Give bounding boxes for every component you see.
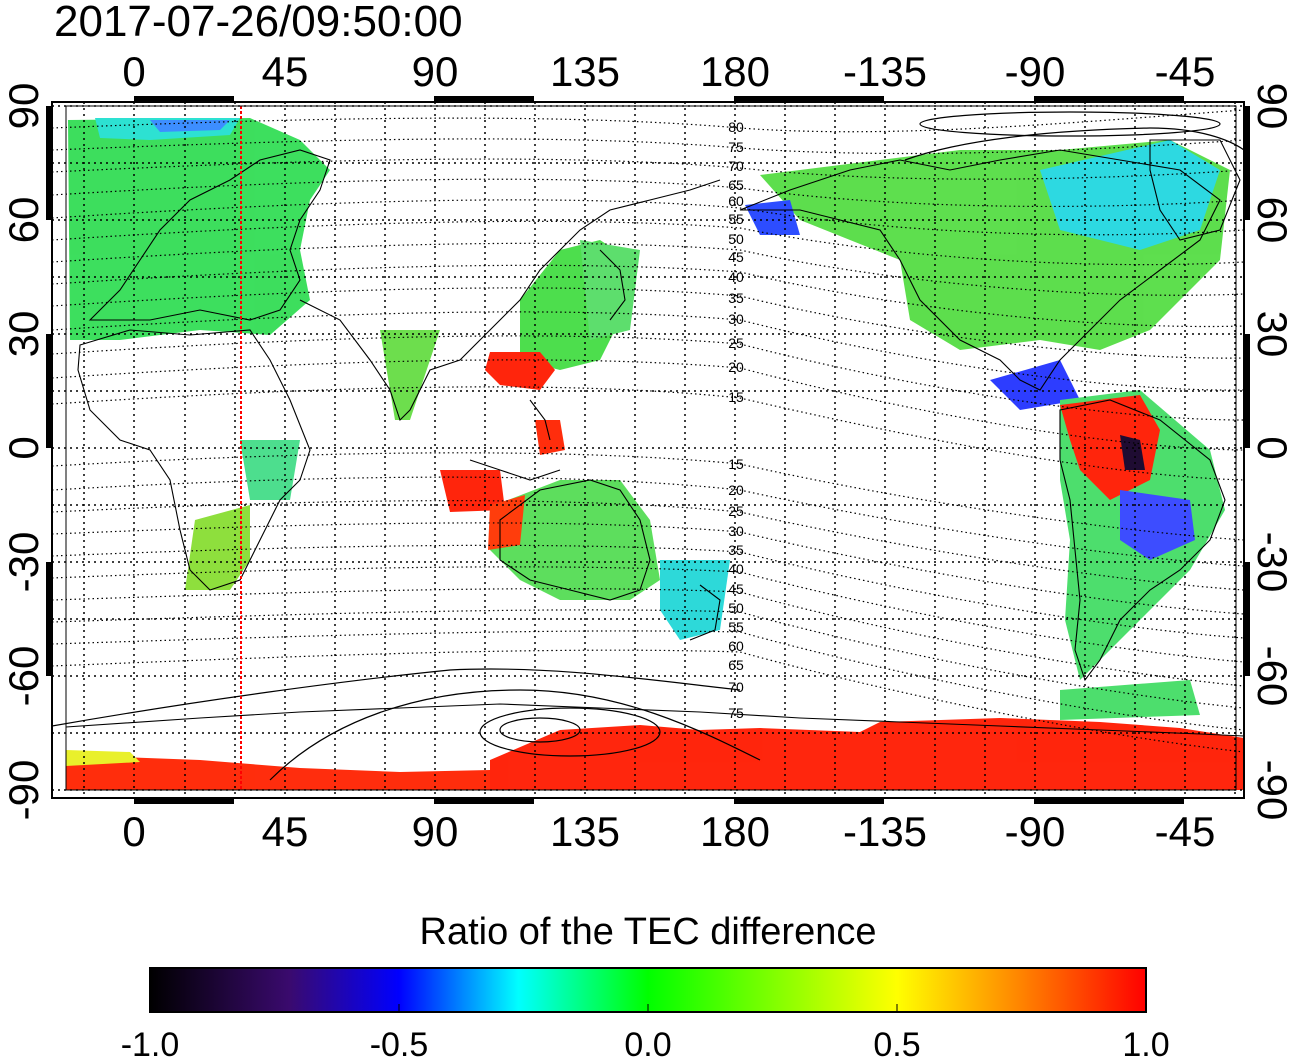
contour-label: 80 xyxy=(728,119,744,135)
contour-label: 30 xyxy=(728,311,744,327)
bottom-axis-label: 135 xyxy=(550,808,620,855)
contour-label: 45 xyxy=(728,249,744,265)
contour-label: 50 xyxy=(728,600,744,616)
contour-label: 45 xyxy=(728,581,744,597)
contour-label: 35 xyxy=(728,542,744,558)
bottom-axis-label: 0 xyxy=(122,808,145,855)
contour-label: 15 xyxy=(728,389,744,405)
top-axis-label: 45 xyxy=(262,48,309,95)
top-axis-label: 0 xyxy=(122,48,145,95)
contour-label: 65 xyxy=(728,657,744,673)
right-axis-label: -30 xyxy=(1249,532,1296,593)
tec-patch-india xyxy=(380,330,440,420)
contour-label: 60 xyxy=(728,193,744,209)
contour-label: 25 xyxy=(728,503,744,519)
contour-label: 60 xyxy=(728,638,744,654)
colorbar-tick-label: 0.5 xyxy=(873,1026,920,1064)
colorbar-ticks xyxy=(398,1004,898,1012)
contour-label: 70 xyxy=(728,679,744,695)
right-axis: 90 60 30 0 -30 -60 -90 xyxy=(1249,83,1296,821)
left-axis-label: -90 xyxy=(0,760,47,821)
right-axis-label: 60 xyxy=(1249,197,1296,244)
axis-bars xyxy=(46,96,1250,804)
left-axis-label: -60 xyxy=(0,646,47,707)
contour-label: 75 xyxy=(728,705,744,721)
timestamp-label: 2017-07-26/09:50:00 xyxy=(54,0,463,46)
colorbar-tick-label: 0.0 xyxy=(624,1026,671,1064)
tec-patch-nz xyxy=(660,560,730,640)
top-axis-label: -45 xyxy=(1155,48,1216,95)
left-axis: 90 60 30 0 -30 -60 -90 xyxy=(0,83,47,821)
contour-label: 75 xyxy=(728,139,744,155)
left-axis-label: 30 xyxy=(0,311,47,358)
tec-patch-china-red xyxy=(485,352,555,390)
tec-patch-africa-south xyxy=(185,505,250,590)
contour-label: 20 xyxy=(728,482,744,498)
contour-label: 15 xyxy=(728,456,744,472)
contour-labels: 80 75 70 65 60 55 50 45 40 35 30 25 20 1… xyxy=(728,119,744,721)
right-axis-label: 0 xyxy=(1249,436,1296,459)
contour-label: 55 xyxy=(728,211,744,227)
top-axis-label: -90 xyxy=(1005,48,1066,95)
top-axis-label: 180 xyxy=(700,48,770,95)
map-inner-frame xyxy=(65,105,1237,791)
contour-label: 40 xyxy=(728,561,744,577)
left-axis-label: 0 xyxy=(0,436,47,459)
tec-patch-europe xyxy=(68,118,330,340)
top-axis-label: -135 xyxy=(843,48,927,95)
colorbar-tick-label: -1.0 xyxy=(121,1026,180,1064)
contour-label: 25 xyxy=(728,335,744,351)
top-axis-label: 135 xyxy=(550,48,620,95)
bottom-axis-label: -135 xyxy=(843,808,927,855)
top-axis: 0 45 90 135 180 -135 -90 -45 xyxy=(122,48,1215,95)
tec-patch-australia xyxy=(490,480,660,600)
contour-label: 50 xyxy=(728,231,744,247)
colorbar-title: Ratio of the TEC difference xyxy=(420,911,877,953)
right-axis-label: 30 xyxy=(1249,311,1296,358)
bottom-axis: 0 45 90 135 180 -135 -90 -45 xyxy=(122,808,1215,855)
contour-label: 40 xyxy=(728,269,744,285)
contour-label: 20 xyxy=(728,359,744,375)
tec-patch-antarctic-red xyxy=(490,718,1244,790)
bottom-axis-label: -90 xyxy=(1005,808,1066,855)
left-axis-label: 60 xyxy=(0,197,47,244)
right-axis-label: -90 xyxy=(1249,760,1296,821)
bottom-axis-label: 45 xyxy=(262,808,309,855)
contour-label: 65 xyxy=(728,177,744,193)
tec-patch-arctic-blue xyxy=(150,120,230,132)
contour-label: 70 xyxy=(728,158,744,174)
tec-patch-sea-red xyxy=(535,420,565,455)
colorbar-tick-label: -0.5 xyxy=(370,1026,429,1064)
left-axis-label: 90 xyxy=(0,83,47,130)
left-axis-label: -30 xyxy=(0,532,47,593)
right-axis-label: -60 xyxy=(1249,646,1296,707)
tec-patch-indonesia-red xyxy=(440,470,505,512)
map-frame xyxy=(51,101,1245,799)
bottom-axis-label: 90 xyxy=(412,808,459,855)
contour-label: 30 xyxy=(728,523,744,539)
solid-contours xyxy=(52,111,1244,781)
tec-data-layer xyxy=(66,118,1244,790)
bottom-axis-label: -45 xyxy=(1155,808,1216,855)
bottom-axis-label: 180 xyxy=(700,808,770,855)
tec-patch-sa-blue xyxy=(1120,490,1195,560)
tec-patch-africa-east xyxy=(240,440,300,500)
top-axis-label: 90 xyxy=(412,48,459,95)
contour-label: 35 xyxy=(728,290,744,306)
map-content xyxy=(52,102,1244,798)
contour-label: 55 xyxy=(728,619,744,635)
tec-patch-alaska-blue xyxy=(745,200,800,235)
colorbar-tick-labels: -1.0 -0.5 0.0 0.5 1.0 xyxy=(121,1026,1170,1064)
colorbar-tick-label: 1.0 xyxy=(1122,1026,1169,1064)
tec-patch-japan xyxy=(580,240,640,340)
right-axis-label: 90 xyxy=(1249,83,1296,130)
tec-patch-southern-ocean xyxy=(1060,680,1200,720)
